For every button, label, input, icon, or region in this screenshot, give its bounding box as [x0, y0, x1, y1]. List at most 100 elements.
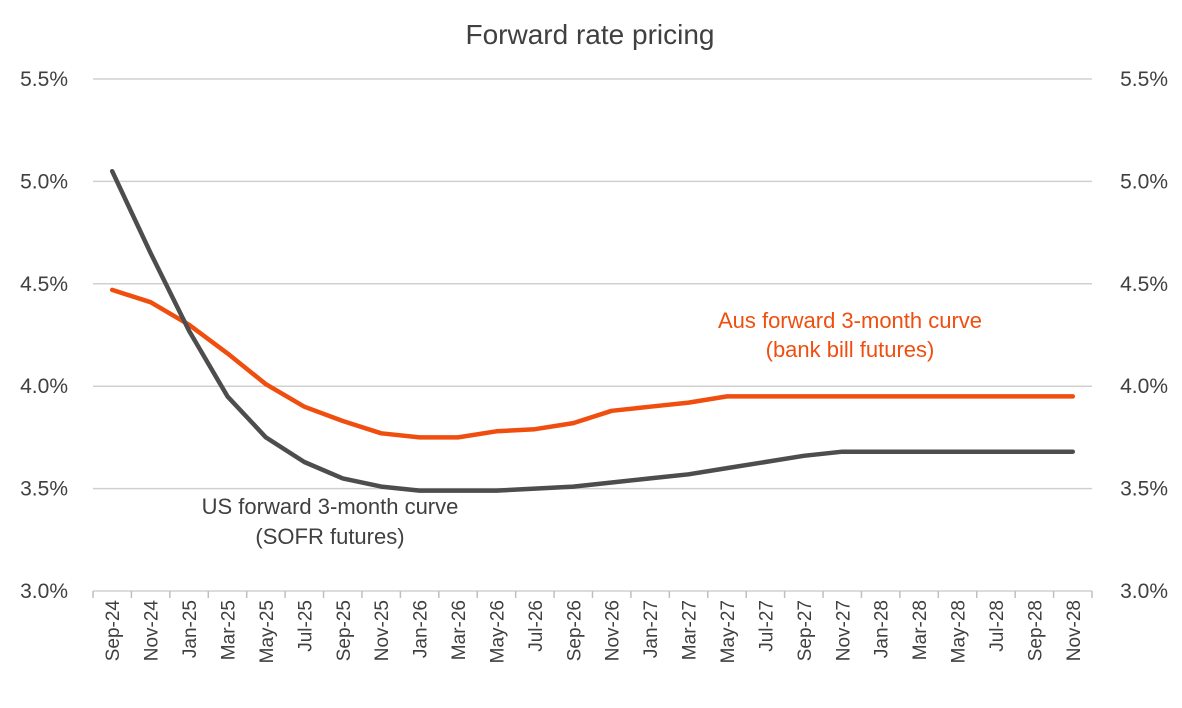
x-tick-label: Mar-28: [910, 600, 931, 660]
data-point: [611, 410, 613, 412]
data-point: [957, 451, 959, 453]
x-tick-label: Nov-24: [142, 600, 163, 662]
data-point: [918, 395, 920, 397]
data-point: [803, 395, 805, 397]
data-point: [726, 395, 728, 397]
y-tick-label-right: 5.0%: [1120, 170, 1168, 193]
us-curve-label-line2: (SOFR futures): [255, 524, 404, 549]
grid-layer: [93, 78, 1092, 592]
x-tick-label: May-28: [949, 600, 970, 663]
x-tick-label: Nov-25: [372, 600, 393, 661]
x-tick-label: Sep-26: [564, 600, 585, 661]
data-point: [188, 330, 190, 332]
data-point: [188, 324, 190, 326]
y-tick-label-left: 5.0%: [20, 170, 68, 193]
data-point: [995, 451, 997, 453]
data-point: [457, 436, 459, 438]
data-point: [764, 461, 766, 463]
y-tick-label-right: 4.5%: [1120, 273, 1168, 296]
x-tick-label: Mar-25: [218, 600, 239, 660]
y-tick-label-right: 3.0%: [1120, 580, 1168, 603]
data-point: [495, 490, 497, 492]
aus-curve-label-line2: (bank bill futures): [766, 337, 935, 362]
x-tick-label: Sep-24: [103, 600, 124, 662]
data-point: [150, 252, 152, 254]
data-point: [419, 436, 421, 438]
data-point: [419, 490, 421, 492]
data-point: [649, 406, 651, 408]
data-point: [572, 486, 574, 488]
series-layer: [109, 168, 1076, 493]
data-point: [534, 488, 536, 490]
x-tick-label: May-26: [487, 600, 508, 663]
us-forward-curve-line: [109, 168, 1076, 493]
x-tick-label: May-25: [257, 600, 278, 663]
x-tick-label: Sep-27: [795, 600, 816, 661]
data-point: [1072, 395, 1074, 397]
data-point: [649, 477, 651, 479]
data-point: [1072, 451, 1074, 453]
data-point: [995, 395, 997, 397]
data-point: [572, 422, 574, 424]
x-tick-label: Nov-26: [603, 600, 624, 661]
data-point: [111, 170, 113, 172]
y-tick-label-right: 4.0%: [1120, 375, 1168, 398]
x-axis: Sep-24 Nov-24 Jan-25 Mar-25 May-25 Jul-25 Sep-…: [92, 591, 1093, 663]
y-tick-label-right: 5.5%: [1120, 68, 1168, 91]
y-tick-label-left: 3.0%: [20, 580, 68, 603]
x-tick-label: May-27: [718, 600, 739, 663]
x-tick-label: Jul-27: [756, 600, 777, 652]
chart-title: Forward rate pricing: [466, 19, 715, 50]
data-point: [303, 461, 305, 463]
data-point: [265, 436, 267, 438]
data-point: [457, 490, 459, 492]
data-point: [918, 451, 920, 453]
data-point: [226, 395, 228, 397]
y-tick-label-right: 3.5%: [1120, 478, 1168, 501]
x-tick-label: Sep-28: [1025, 600, 1046, 661]
data-point: [342, 420, 344, 422]
data-point: [688, 402, 690, 404]
data-point: [303, 406, 305, 408]
data-point: [226, 352, 228, 354]
data-point: [150, 301, 152, 303]
data-point: [380, 486, 382, 488]
data-point: [880, 451, 882, 453]
data-point: [803, 455, 805, 457]
data-point: [688, 473, 690, 475]
x-tick-label: Jan-28: [872, 600, 893, 658]
x-tick-label: Jan-26: [411, 600, 432, 658]
data-point: [841, 395, 843, 397]
data-point: [534, 428, 536, 430]
y-tick-label-left: 5.5%: [20, 68, 68, 91]
data-point: [880, 395, 882, 397]
x-tick-label: Jul-28: [987, 600, 1008, 652]
data-point: [1033, 395, 1035, 397]
x-tick-label: Nov-27: [833, 600, 854, 661]
y-axis-left: 3.0% 3.5% 4.0% 4.5% 5.0% 5.5%: [20, 68, 68, 603]
y-axis-right: 3.0% 3.5% 4.0% 4.5% 5.0% 5.5%: [1120, 68, 1168, 603]
us-curve-label-line1: US forward 3-month curve: [202, 494, 459, 519]
x-tick-label: Jan-25: [180, 600, 201, 658]
data-point: [764, 395, 766, 397]
aus-curve-label-line1: Aus forward 3-month curve: [718, 308, 982, 333]
data-point: [495, 430, 497, 432]
data-point: [1033, 451, 1035, 453]
x-tick-label: Nov-28: [1064, 600, 1085, 661]
x-tick-label: Jul-25: [295, 600, 316, 652]
x-tick-label: Jul-26: [526, 600, 547, 652]
y-tick-label-left: 4.0%: [20, 375, 68, 398]
x-tick-label: Jan-27: [641, 600, 662, 658]
x-tick-label: Mar-27: [680, 600, 701, 660]
data-point: [957, 395, 959, 397]
data-point: [265, 383, 267, 385]
y-tick-label-left: 3.5%: [20, 478, 68, 501]
x-tick-label: Mar-26: [449, 600, 470, 660]
data-point: [611, 481, 613, 483]
data-point: [726, 467, 728, 469]
data-point: [841, 451, 843, 453]
x-tick-label: Sep-25: [334, 600, 355, 661]
y-tick-label-left: 4.5%: [20, 273, 68, 296]
data-point: [380, 432, 382, 434]
